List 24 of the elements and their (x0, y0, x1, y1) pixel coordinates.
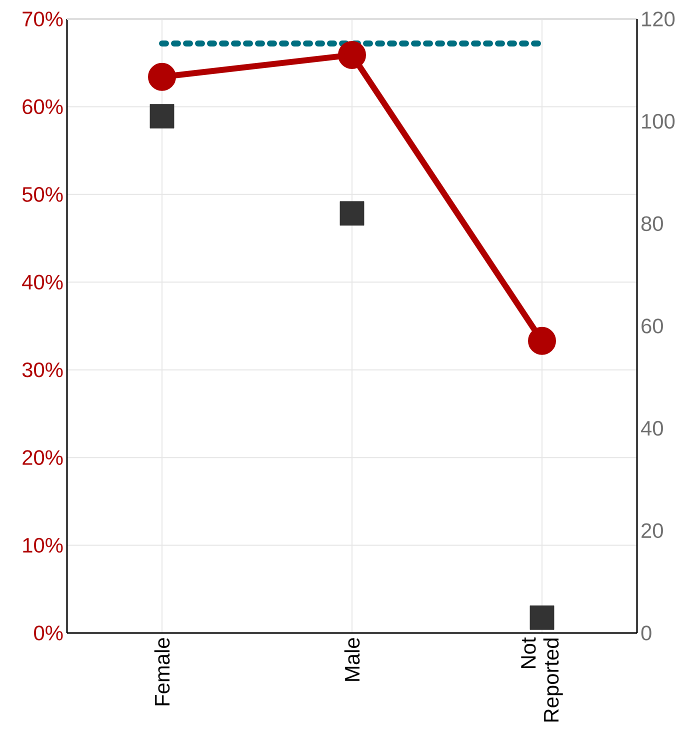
point (528, 326, 556, 355)
point (340, 201, 364, 226)
y2-tick-label: 100 (642, 114, 675, 129)
y2-tick-label: 120 (642, 12, 675, 26)
y2-tick-label: 80 (641, 216, 663, 232)
point (150, 104, 174, 128)
y-tick-label: 50% (22, 187, 63, 202)
y2-tick-label: 0 (641, 626, 652, 640)
y2-tick-label: 60 (642, 318, 663, 334)
y-tick-label: 60% (22, 99, 63, 114)
x-tick-label: Not Reported (521, 637, 563, 722)
y-tick-label: 0% (34, 626, 63, 640)
x-tick-label: Female (154, 638, 170, 706)
y-tick-label: 70% (22, 12, 63, 26)
y-tick-label: 10% (23, 538, 63, 553)
y2-tick-label: 40 (641, 420, 663, 436)
x-tick-label: Male (344, 638, 360, 681)
y2-tick-label: 20 (642, 523, 663, 538)
y-tick-label: 20% (22, 450, 63, 465)
y-tick-label: 30% (22, 362, 63, 378)
point (338, 40, 366, 69)
point (530, 605, 554, 630)
y-tick-label: 40% (22, 274, 63, 290)
point (148, 62, 176, 91)
